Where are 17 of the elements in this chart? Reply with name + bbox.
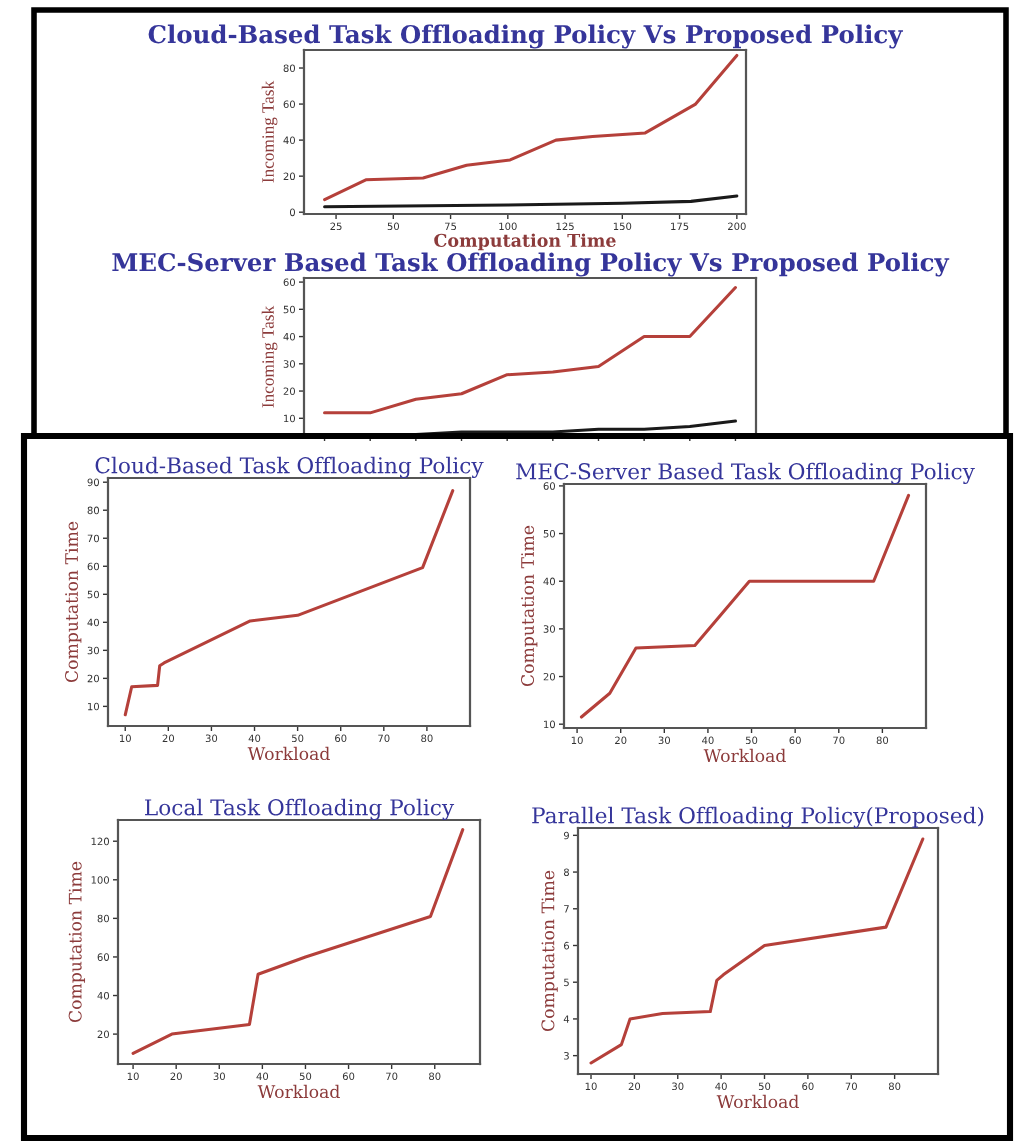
y-axis-title: Computation Time	[541, 870, 558, 1032]
chart-title: MEC-Server Based Task Offloading Policy	[516, 462, 975, 484]
chart-title: Parallel Task Offloading Policy(Proposed)	[532, 806, 984, 828]
y-axis-title: Computation Time	[68, 861, 86, 1023]
chart-title: Cloud-Based Task Offloading Policy	[95, 456, 484, 478]
chart-title: MEC-Server Based Task Offloading Policy Vs Proposed Policy	[112, 252, 950, 277]
x-axis-title: Workload	[703, 748, 786, 763]
y-axis-title: Computation Time	[521, 525, 538, 687]
y-axis-title: Incoming Task	[261, 305, 278, 408]
x-axis-title: Computation Time	[434, 233, 616, 251]
chart-title: Cloud-Based Task Offloading Policy Vs Proposed Policy	[148, 24, 904, 49]
y-axis-title: Computation Time	[65, 521, 82, 683]
x-axis-title: Workload	[716, 1094, 799, 1109]
x-axis-title: Workload	[257, 1084, 340, 1099]
x-axis-title: Workload	[247, 746, 330, 761]
chart-title: Local Task Offloading Policy	[145, 798, 455, 820]
y-axis-title: Incoming Task	[261, 80, 278, 183]
